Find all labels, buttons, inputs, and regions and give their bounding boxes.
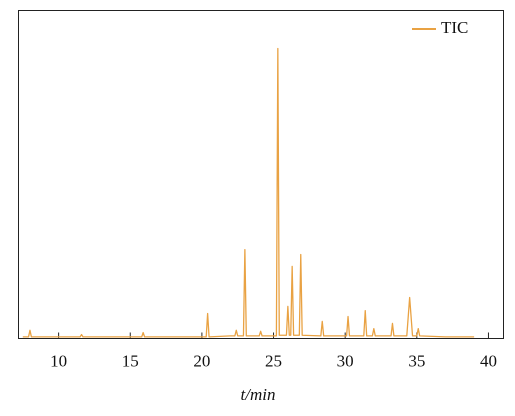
legend-label: TIC	[441, 18, 468, 37]
x-tick-label: 25	[265, 351, 282, 370]
x-tick-label: 15	[122, 351, 139, 370]
x-tick-label: 30	[337, 351, 354, 370]
plot-frame	[18, 10, 504, 339]
x-axis-label: t/min	[241, 385, 276, 404]
x-tick-label: 40	[480, 351, 497, 370]
x-tick-label: 20	[193, 351, 210, 370]
tic-line	[22, 47, 475, 338]
x-tick-label: 35	[408, 351, 425, 370]
x-tick-label: 10	[50, 351, 67, 370]
